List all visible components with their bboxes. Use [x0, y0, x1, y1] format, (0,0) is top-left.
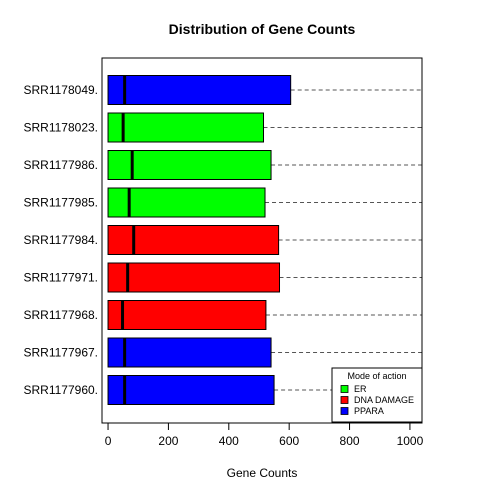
- y-tick-label: SRR1177968.: [24, 308, 99, 322]
- legend-swatch: [340, 396, 349, 404]
- x-axis-label: Gene Counts: [227, 466, 298, 480]
- box-srr1177971: [107, 262, 281, 293]
- box-srr1177985: [107, 187, 266, 218]
- legend-swatch: [340, 407, 349, 415]
- box-srr1178023: [107, 112, 265, 143]
- x-tick-label: 1000: [397, 434, 424, 448]
- legend-swatch: [340, 385, 349, 393]
- box-srr1177968: [107, 300, 267, 330]
- y-tick-label: SRR1178023.: [24, 121, 99, 135]
- y-tick-label: SRR1178049.: [24, 83, 99, 97]
- box-srr1177967: [107, 337, 272, 368]
- y-tick-labels: SRR1178049. SRR1178023. SRR1177986. SRR1177…: [24, 83, 99, 397]
- y-tick-label: SRR1177967.: [24, 346, 99, 360]
- plot-frame: [101, 57, 423, 424]
- legend-label: PPARA: [354, 406, 384, 416]
- y-tick-label: SRR1177985.: [24, 196, 99, 210]
- box-srr1177960: [107, 375, 275, 405]
- y-tick-label: SRR1177986.: [24, 158, 99, 172]
- x-axis: 0 200 400 600 800 1000: [105, 422, 424, 448]
- legend-title: Mode of action: [347, 371, 406, 381]
- y-tick-label: SRR1177984.: [24, 233, 99, 247]
- chart-title: Distribution of Gene Counts: [169, 21, 356, 37]
- box-srr1177986: [107, 150, 272, 180]
- x-tick-label: 600: [279, 434, 299, 448]
- boxes: [107, 75, 292, 405]
- gridlines: [263, 89, 422, 391]
- x-tick-label: 800: [340, 434, 360, 448]
- box-srr1177984: [107, 225, 280, 255]
- legend-label: DNA DAMAGE: [354, 395, 414, 405]
- legend-label: ER: [354, 384, 367, 394]
- y-tick-label: SRR1177960.: [24, 383, 99, 397]
- x-tick-label: 400: [219, 434, 239, 448]
- y-tick-label: SRR1177971.: [24, 271, 99, 285]
- box-srr1178049: [107, 75, 292, 105]
- x-tick-label: 200: [158, 434, 178, 448]
- x-tick-label: 0: [105, 434, 112, 448]
